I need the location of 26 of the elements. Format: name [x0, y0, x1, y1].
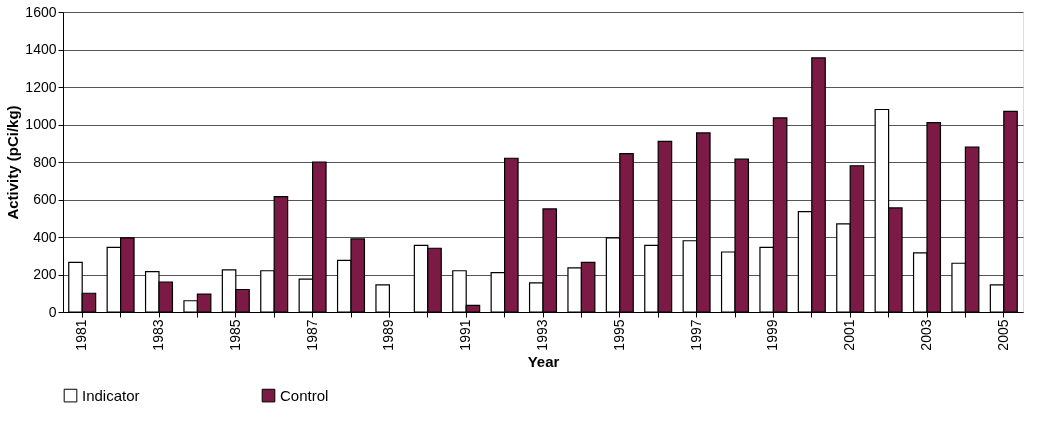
y-tick-label: 1200	[25, 78, 57, 95]
x-tick-label: 2005	[994, 319, 1011, 351]
x-tick-label: 1999	[764, 319, 781, 351]
y-tick-label: 1600	[25, 3, 57, 20]
x-tick-label: 1995	[610, 319, 627, 351]
legend-label: Indicator	[82, 386, 140, 404]
x-tick-label: 1993	[534, 319, 550, 351]
y-tick-label: 1400	[25, 41, 57, 57]
y-tick-label: 200	[33, 266, 57, 282]
y-tick-label: 0	[48, 303, 57, 320]
x-tick-label: 2003	[918, 319, 934, 351]
x-tick-label: 1981	[73, 319, 90, 351]
y-tick-label: 800	[33, 153, 57, 170]
x-tick-label: 2001	[841, 319, 858, 351]
x-tick-label: 1991	[457, 319, 474, 351]
x-tick-label: 1997	[687, 319, 704, 351]
legend-label: Control	[280, 386, 329, 404]
y-tick-label: 600	[33, 191, 57, 207]
x-tick-label: 1987	[303, 319, 320, 351]
x-tick-label: 1985	[226, 319, 243, 351]
x-axis-title: Year	[527, 352, 560, 370]
x-tick-label: 1989	[380, 319, 397, 351]
y-axis-title: Activity (pCi/kg)	[4, 105, 22, 220]
y-tick-label: 1000	[25, 116, 57, 132]
x-tick-label: 1983	[150, 319, 166, 351]
y-tick-label: 400	[33, 228, 57, 245]
